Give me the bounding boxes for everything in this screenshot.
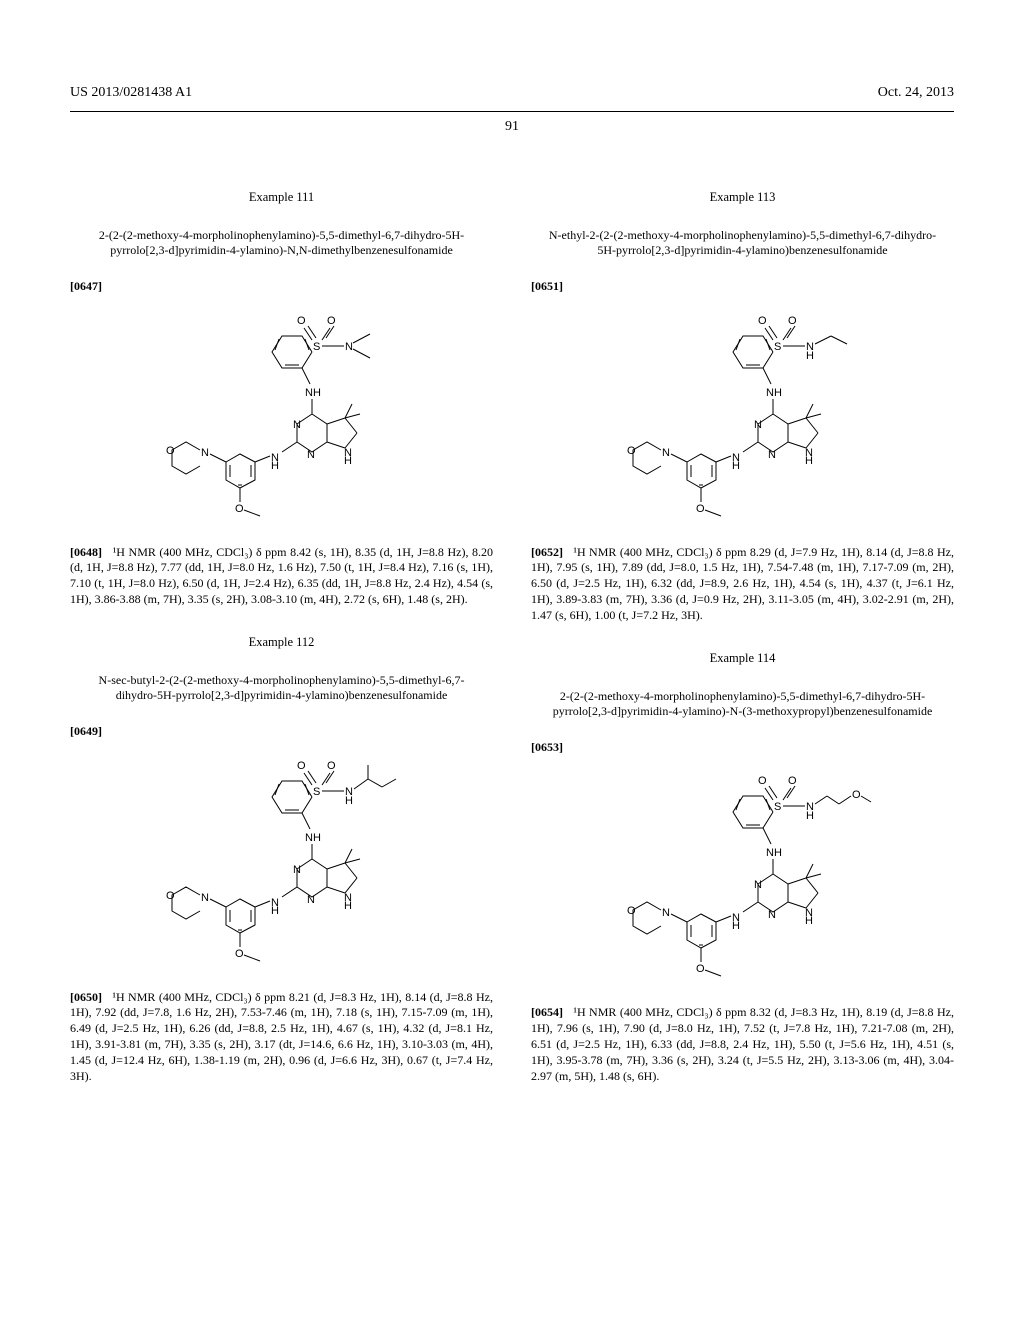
page-header: US 2013/0281438 A1 Oct. 24, 2013 <box>0 0 1024 111</box>
svg-text:S: S <box>313 341 320 353</box>
svg-text:O: O <box>758 315 767 327</box>
svg-text:H: H <box>732 920 740 932</box>
para-0649: [0649] <box>70 724 102 738</box>
nmr-112-text: ¹H NMR (400 MHz, CDCl₃) δ ppm 8.21 (d, J… <box>70 990 493 1083</box>
compound-113-name: N-ethyl-2-(2-(2-methoxy-4-morpholinophen… <box>542 228 944 259</box>
publication-date: Oct. 24, 2013 <box>878 84 954 103</box>
example-113-label: Example 113 <box>531 189 954 206</box>
svg-text:N: N <box>768 909 776 921</box>
svg-text:O: O <box>235 948 244 960</box>
example-112-label: Example 112 <box>70 634 493 651</box>
svg-text:H: H <box>806 350 814 362</box>
para-0648: [0648] <box>70 545 102 559</box>
nmr-112: [0650] ¹H NMR (400 MHz, CDCl₃) δ ppm 8.2… <box>70 990 493 1085</box>
structure-112: OO S NH NH NN NH <box>70 746 493 976</box>
svg-text:O: O <box>327 760 336 772</box>
compound-111-name: 2-(2-(2-methoxy-4-morpholinophenylamino)… <box>81 228 483 259</box>
page-number: 91 <box>0 118 1024 137</box>
nmr-114: [0654] ¹H NMR (400 MHz, CDCl₃) δ ppm 8.3… <box>531 1005 954 1084</box>
svg-text:O: O <box>627 445 636 457</box>
nmr-111-text: ¹H NMR (400 MHz, CDCl₃) δ ppm 8.42 (s, 1… <box>70 545 493 606</box>
structure-111-svg: OO S N NH NN <box>152 306 412 526</box>
svg-text:H: H <box>271 460 279 472</box>
svg-text:N: N <box>754 419 762 431</box>
para-0654: [0654] <box>531 1005 563 1019</box>
svg-text:H: H <box>345 795 353 807</box>
example-114-label: Example 114 <box>531 650 954 667</box>
patent-number: US 2013/0281438 A1 <box>70 84 192 103</box>
right-column: Example 113 N-ethyl-2-(2-(2-methoxy-4-mo… <box>531 181 954 1111</box>
svg-text:O: O <box>327 315 336 327</box>
structure-112-svg: OO S NH NH NN NH <box>152 751 412 971</box>
left-column: Example 111 2-(2-(2-methoxy-4-morpholino… <box>70 181 493 1111</box>
para-0653: [0653] <box>531 740 563 754</box>
svg-text:N: N <box>293 864 301 876</box>
nmr-111: [0648] ¹H NMR (400 MHz, CDCl₃) δ ppm 8.4… <box>70 545 493 608</box>
svg-text:O: O <box>788 775 797 787</box>
svg-text:O: O <box>852 789 861 801</box>
structure-113: OO S NH NH NN NH <box>531 301 954 531</box>
compound-114-name: 2-(2-(2-methoxy-4-morpholinophenylamino)… <box>542 689 944 720</box>
compound-112-name: N-sec-butyl-2-(2-(2-methoxy-4-morpholino… <box>81 673 483 704</box>
nmr-113-text: ¹H NMR (400 MHz, CDCl₃) δ ppm 8.29 (d, J… <box>531 545 954 622</box>
example-111-label: Example 111 <box>70 189 493 206</box>
svg-text:N: N <box>662 447 670 459</box>
structure-113-svg: OO S NH NH NN NH <box>613 306 873 526</box>
svg-text:O: O <box>696 963 705 975</box>
svg-text:O: O <box>297 315 306 327</box>
header-rule <box>70 111 954 112</box>
structure-114: OO S NH O NH NN <box>531 761 954 991</box>
svg-text:O: O <box>166 445 175 457</box>
svg-text:NH: NH <box>305 832 321 844</box>
svg-text:H: H <box>805 915 813 927</box>
svg-text:N: N <box>201 447 209 459</box>
svg-text:N: N <box>662 907 670 919</box>
svg-text:NH: NH <box>766 847 782 859</box>
svg-text:N: N <box>307 449 315 461</box>
content-columns: Example 111 2-(2-(2-methoxy-4-morpholino… <box>0 181 1024 1151</box>
para-0647: [0647] <box>70 279 102 293</box>
svg-text:NH: NH <box>766 387 782 399</box>
svg-text:S: S <box>313 786 320 798</box>
svg-text:N: N <box>345 341 353 353</box>
svg-text:H: H <box>271 905 279 917</box>
svg-text:O: O <box>696 503 705 515</box>
structure-114-svg: OO S NH O NH NN <box>613 766 873 986</box>
svg-text:O: O <box>166 890 175 902</box>
svg-text:N: N <box>768 449 776 461</box>
svg-text:S: S <box>774 341 781 353</box>
svg-text:N: N <box>754 879 762 891</box>
svg-text:O: O <box>758 775 767 787</box>
nmr-113: [0652] ¹H NMR (400 MHz, CDCl₃) δ ppm 8.2… <box>531 545 954 624</box>
svg-text:O: O <box>297 760 306 772</box>
nmr-114-text: ¹H NMR (400 MHz, CDCl₃) δ ppm 8.32 (d, J… <box>531 1005 954 1082</box>
svg-text:H: H <box>805 455 813 467</box>
structure-111: OO S N NH NN <box>70 301 493 531</box>
para-0652: [0652] <box>531 545 563 559</box>
svg-text:H: H <box>344 900 352 912</box>
svg-text:N: N <box>293 419 301 431</box>
svg-text:S: S <box>774 801 781 813</box>
para-0651: [0651] <box>531 279 563 293</box>
svg-text:O: O <box>788 315 797 327</box>
svg-text:H: H <box>344 455 352 467</box>
svg-text:O: O <box>627 905 636 917</box>
svg-text:H: H <box>732 460 740 472</box>
svg-text:O: O <box>235 503 244 515</box>
svg-text:N: N <box>201 892 209 904</box>
svg-text:N: N <box>307 894 315 906</box>
para-0650: [0650] <box>70 990 102 1004</box>
svg-text:H: H <box>806 810 814 822</box>
svg-text:NH: NH <box>305 387 321 399</box>
